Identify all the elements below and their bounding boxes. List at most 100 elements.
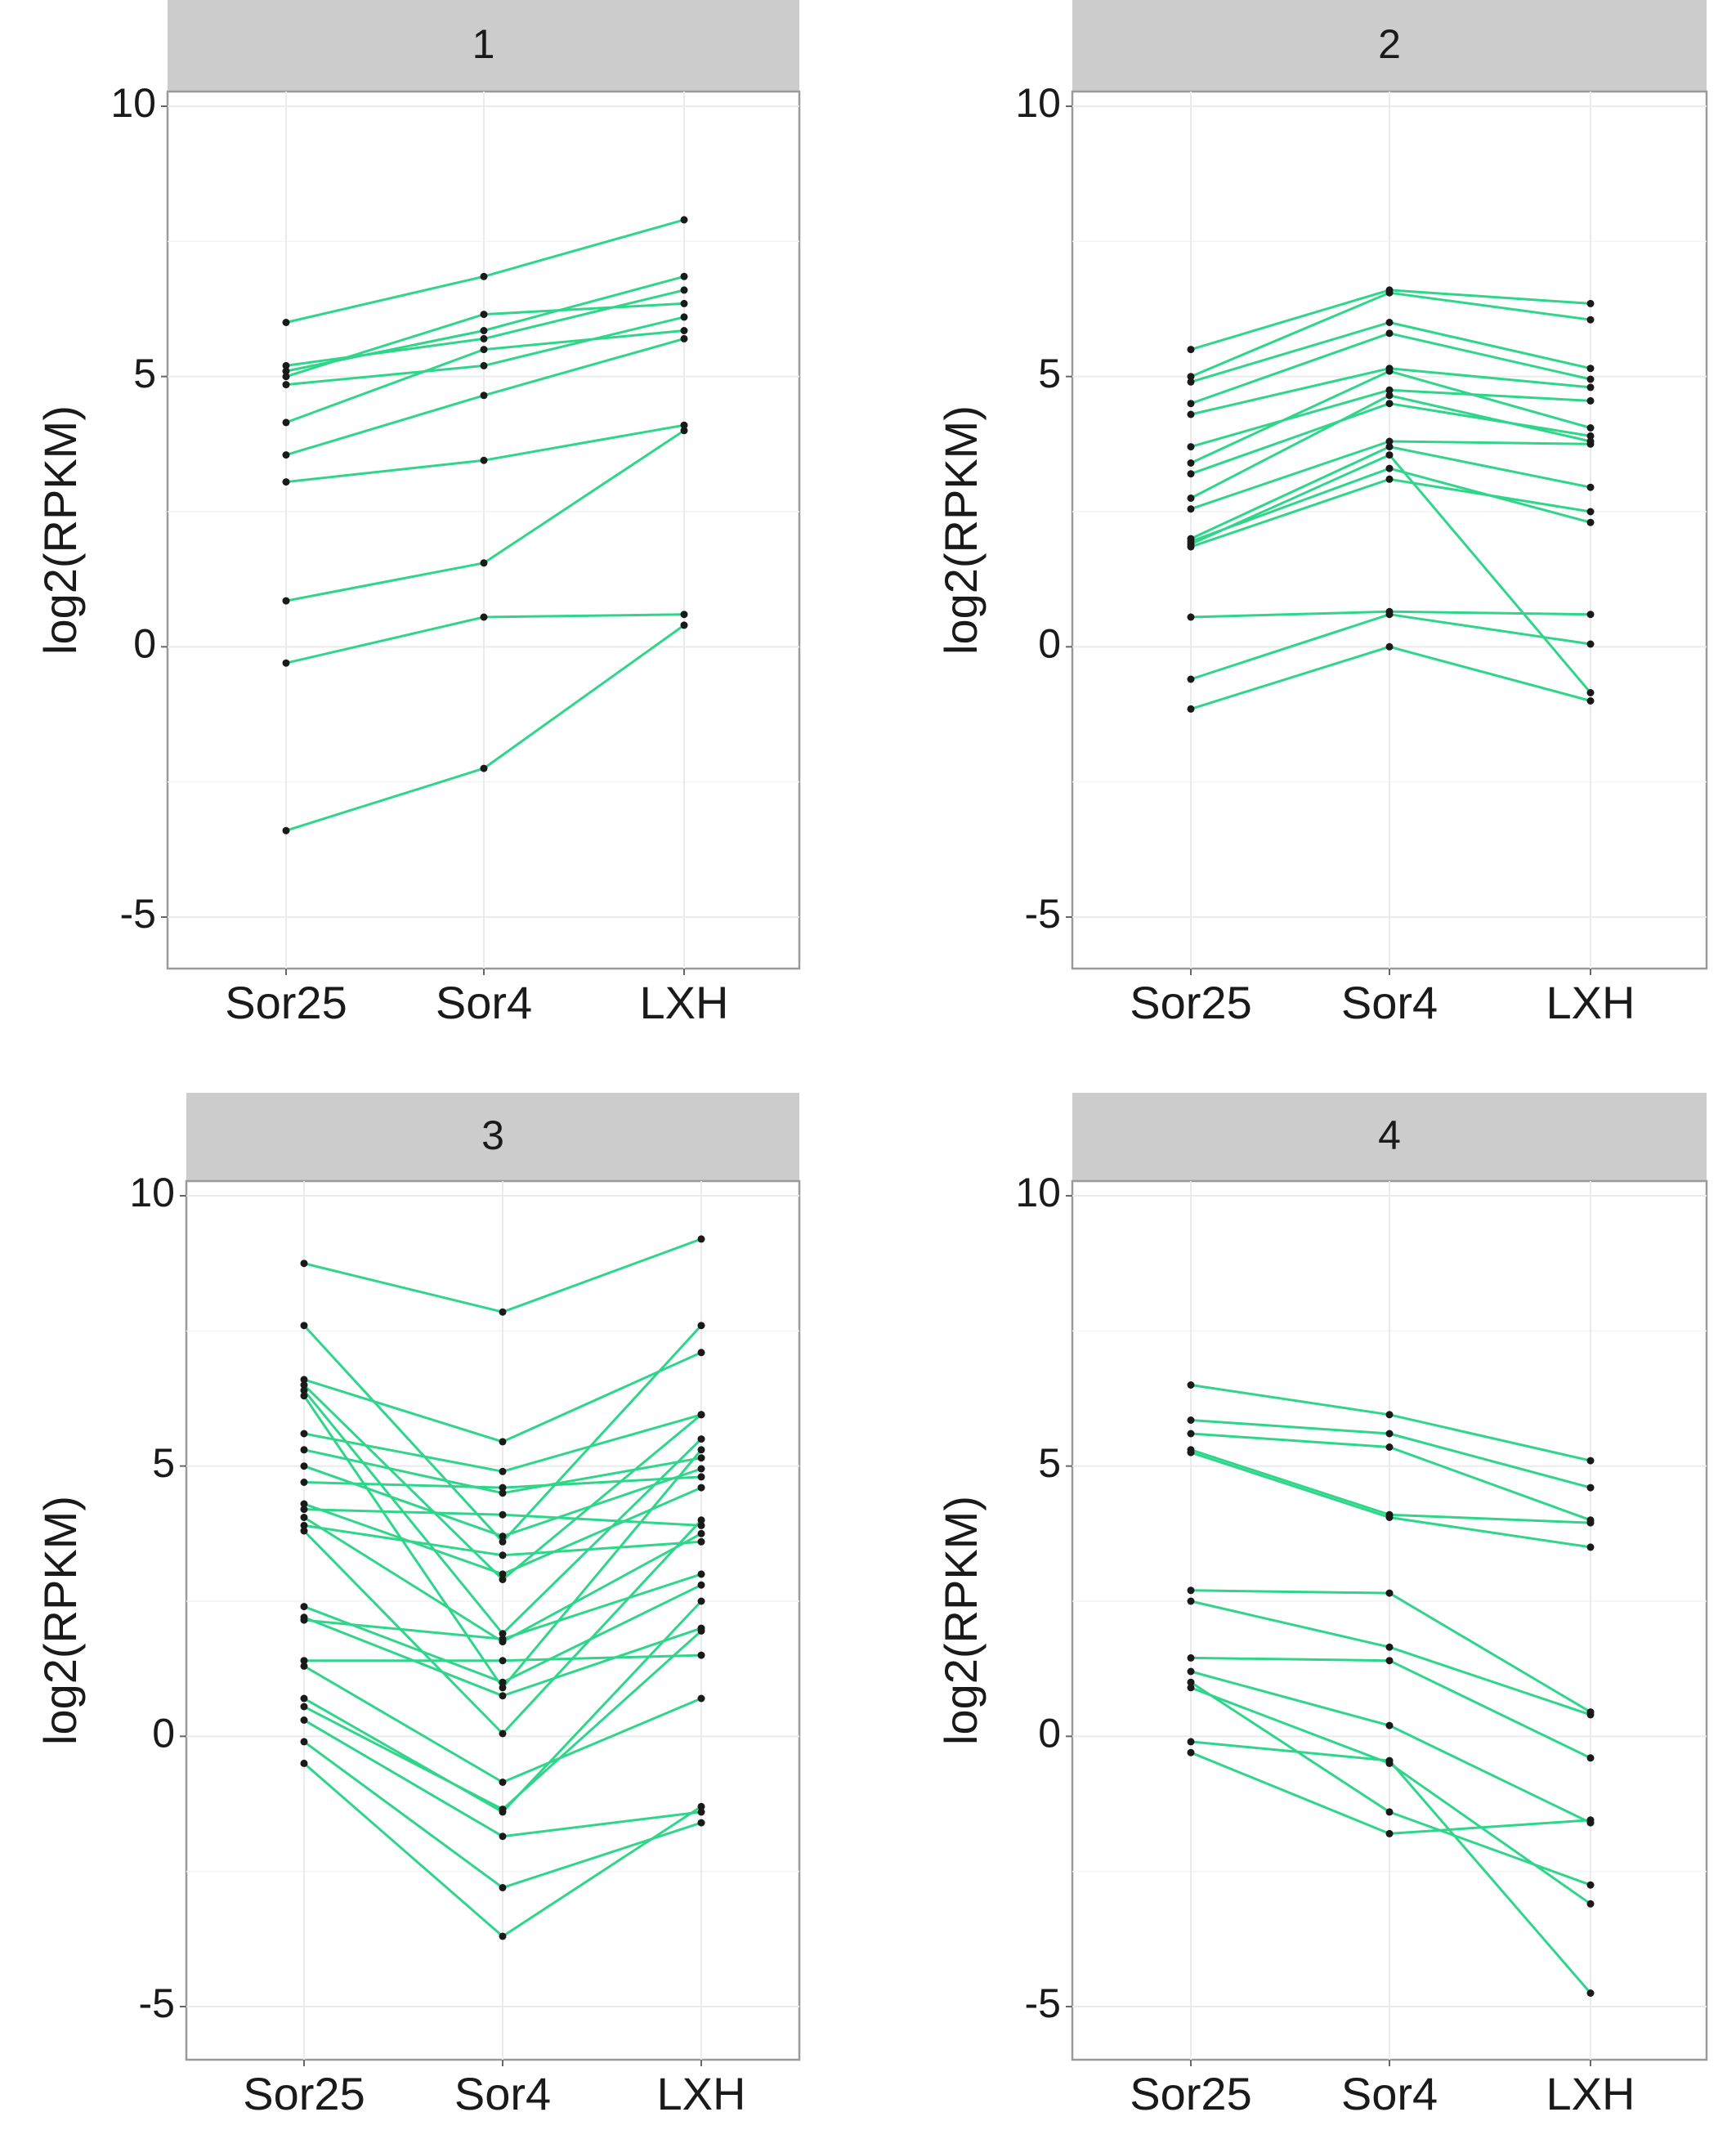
- data-point: [1187, 1684, 1195, 1692]
- data-point: [1385, 367, 1394, 375]
- y-tick-label: 10: [110, 80, 156, 126]
- data-point: [1586, 1519, 1595, 1527]
- data-point: [697, 1819, 705, 1827]
- y-tick-label: -5: [1025, 891, 1061, 937]
- data-point: [1586, 1754, 1595, 1762]
- data-point: [680, 272, 688, 280]
- data-point: [282, 373, 290, 381]
- x-tick-label: Sor4: [1341, 977, 1438, 1028]
- data-point: [499, 1438, 507, 1446]
- data-point: [1187, 613, 1195, 621]
- data-point: [499, 1537, 507, 1546]
- data-point: [480, 764, 488, 772]
- facet-strip: [186, 1093, 799, 1181]
- data-point: [499, 1932, 507, 1940]
- data-point: [1385, 1411, 1394, 1419]
- x-tick-label: LXH: [1546, 2068, 1635, 2119]
- data-point: [499, 1576, 507, 1583]
- data-point: [1385, 1657, 1394, 1665]
- data-point: [1586, 1457, 1595, 1465]
- data-point: [1187, 378, 1195, 386]
- y-tick-label: -5: [1025, 1980, 1061, 2026]
- data-point: [1586, 1989, 1595, 1997]
- data-point: [499, 1730, 507, 1738]
- data-point: [499, 1635, 507, 1643]
- data-point: [300, 1446, 308, 1454]
- data-point: [680, 286, 688, 294]
- data-point: [1586, 365, 1595, 373]
- data-point: [300, 1738, 308, 1746]
- y-tick-label: 5: [133, 351, 156, 396]
- data-point: [697, 1808, 705, 1816]
- data-point: [1586, 432, 1595, 440]
- data-point: [300, 1657, 308, 1665]
- data-point: [480, 334, 488, 342]
- data-point: [1385, 329, 1394, 338]
- x-tick-label: Sor4: [1341, 2068, 1438, 2119]
- data-point: [499, 1467, 507, 1475]
- data-point: [499, 1551, 507, 1560]
- data-point: [1586, 383, 1595, 392]
- data-point: [480, 559, 488, 567]
- data-point: [1385, 319, 1394, 326]
- data-point: [300, 1616, 308, 1624]
- data-point: [1586, 508, 1595, 516]
- data-point: [697, 1521, 705, 1529]
- data-point: [680, 611, 688, 619]
- data-point: [480, 361, 488, 369]
- data-point: [1385, 1756, 1394, 1765]
- data-point: [282, 319, 290, 326]
- data-point: [1187, 1597, 1195, 1605]
- y-axis-label: log2(RPKM): [34, 1496, 86, 1745]
- facet-panel-1: 1 10 5 0 -5 Sor25 Sor4 LXH log2(RPKM): [34, 0, 801, 1028]
- data-point: [300, 1500, 308, 1508]
- data-point: [697, 1473, 705, 1481]
- data-point: [480, 613, 488, 621]
- y-tick-label: -5: [120, 891, 156, 937]
- data-point: [499, 1657, 507, 1665]
- data-point: [697, 1651, 705, 1659]
- data-point: [282, 418, 290, 427]
- data-point: [1586, 1881, 1595, 1889]
- data-point: [1586, 440, 1595, 448]
- x-tick-label: Sor25: [243, 2068, 365, 2119]
- data-point: [499, 1678, 507, 1686]
- data-point: [1586, 396, 1595, 405]
- data-point: [1187, 1448, 1195, 1457]
- data-point: [1586, 1900, 1595, 1908]
- data-point: [499, 1884, 507, 1891]
- data-point: [1385, 1443, 1394, 1451]
- data-point: [1187, 459, 1195, 467]
- data-point: [697, 1465, 705, 1473]
- data-point: [1385, 611, 1394, 619]
- data-point: [1385, 392, 1394, 400]
- data-point: [680, 427, 688, 435]
- x-tick-label: Sor25: [225, 977, 347, 1028]
- data-point: [1586, 1543, 1595, 1551]
- data-point: [499, 1570, 507, 1578]
- facet-strip: [1072, 1093, 1707, 1181]
- data-point: [1187, 400, 1195, 408]
- data-point: [1385, 437, 1394, 445]
- y-axis-label: log2(RPKM): [34, 405, 86, 655]
- data-point: [1586, 611, 1595, 619]
- data-point: [300, 1479, 308, 1486]
- data-point: [697, 1694, 705, 1703]
- data-point: [499, 1779, 507, 1786]
- data-point: [480, 327, 488, 334]
- data-point: [499, 1833, 507, 1841]
- data-point: [697, 1537, 705, 1546]
- facet-strip-label: 2: [1378, 21, 1401, 67]
- data-point: [499, 1684, 507, 1692]
- data-point: [1586, 1816, 1595, 1824]
- y-axis-label: log2(RPKM): [935, 405, 987, 655]
- x-tick-label: Sor4: [436, 977, 532, 1028]
- data-point: [1385, 1430, 1394, 1438]
- data-point: [1385, 1721, 1394, 1730]
- data-point: [1385, 1829, 1394, 1837]
- data-point: [1385, 1643, 1394, 1651]
- facet-panel-4: 4 10 5 0 -5 Sor25 Sor4 LXH log2(RPKM): [935, 1093, 1708, 2119]
- data-point: [499, 1630, 507, 1638]
- data-point: [1385, 443, 1394, 451]
- data-point: [1586, 315, 1595, 324]
